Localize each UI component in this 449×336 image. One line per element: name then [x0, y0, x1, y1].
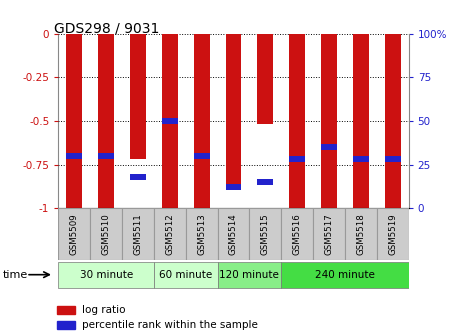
FancyBboxPatch shape — [345, 208, 377, 260]
Bar — [130, 34, 146, 159]
Text: GDS298 / 9031: GDS298 / 9031 — [54, 22, 159, 36]
Text: 60 minute: 60 minute — [159, 270, 212, 280]
Text: GSM5510: GSM5510 — [101, 213, 110, 255]
Bar — [130, 174, 146, 180]
Bar — [321, 144, 337, 150]
FancyBboxPatch shape — [122, 208, 154, 260]
FancyBboxPatch shape — [58, 262, 154, 288]
Bar — [98, 34, 114, 208]
Bar — [57, 321, 75, 329]
Bar — [385, 34, 401, 208]
Text: percentile rank within the sample: percentile rank within the sample — [82, 320, 258, 330]
FancyBboxPatch shape — [58, 208, 90, 260]
Text: GSM5519: GSM5519 — [388, 214, 397, 255]
Text: log ratio: log ratio — [82, 305, 125, 315]
Bar — [194, 34, 210, 208]
Bar — [66, 153, 82, 159]
Text: GSM5509: GSM5509 — [70, 214, 79, 255]
FancyBboxPatch shape — [377, 208, 409, 260]
Bar — [162, 34, 178, 208]
Text: GSM5517: GSM5517 — [325, 213, 334, 255]
Text: GSM5512: GSM5512 — [165, 213, 174, 255]
Bar — [225, 184, 242, 191]
FancyBboxPatch shape — [313, 208, 345, 260]
FancyBboxPatch shape — [154, 262, 218, 288]
FancyBboxPatch shape — [218, 262, 281, 288]
FancyBboxPatch shape — [281, 208, 313, 260]
Text: time: time — [2, 270, 27, 280]
Text: GSM5515: GSM5515 — [261, 213, 270, 255]
Bar — [225, 34, 242, 187]
Text: GSM5513: GSM5513 — [197, 213, 206, 255]
FancyBboxPatch shape — [249, 208, 281, 260]
Text: GSM5516: GSM5516 — [293, 213, 302, 255]
Bar — [353, 34, 369, 208]
Bar — [385, 156, 401, 162]
Text: 120 minute: 120 minute — [220, 270, 279, 280]
Bar — [194, 153, 210, 159]
Bar — [289, 34, 305, 208]
Bar — [66, 34, 82, 208]
FancyBboxPatch shape — [90, 208, 122, 260]
Text: GSM5514: GSM5514 — [229, 213, 238, 255]
Bar — [162, 118, 178, 124]
Bar — [98, 153, 114, 159]
FancyBboxPatch shape — [218, 208, 249, 260]
Bar — [321, 34, 337, 208]
Bar — [57, 306, 75, 314]
Bar — [289, 156, 305, 162]
Text: GSM5518: GSM5518 — [357, 213, 365, 255]
Text: 240 minute: 240 minute — [315, 270, 375, 280]
Text: 30 minute: 30 minute — [79, 270, 133, 280]
Bar — [257, 34, 273, 124]
FancyBboxPatch shape — [186, 208, 218, 260]
Bar — [353, 156, 369, 162]
Bar — [257, 179, 273, 185]
FancyBboxPatch shape — [154, 208, 186, 260]
Text: GSM5511: GSM5511 — [133, 213, 142, 255]
FancyBboxPatch shape — [281, 262, 409, 288]
